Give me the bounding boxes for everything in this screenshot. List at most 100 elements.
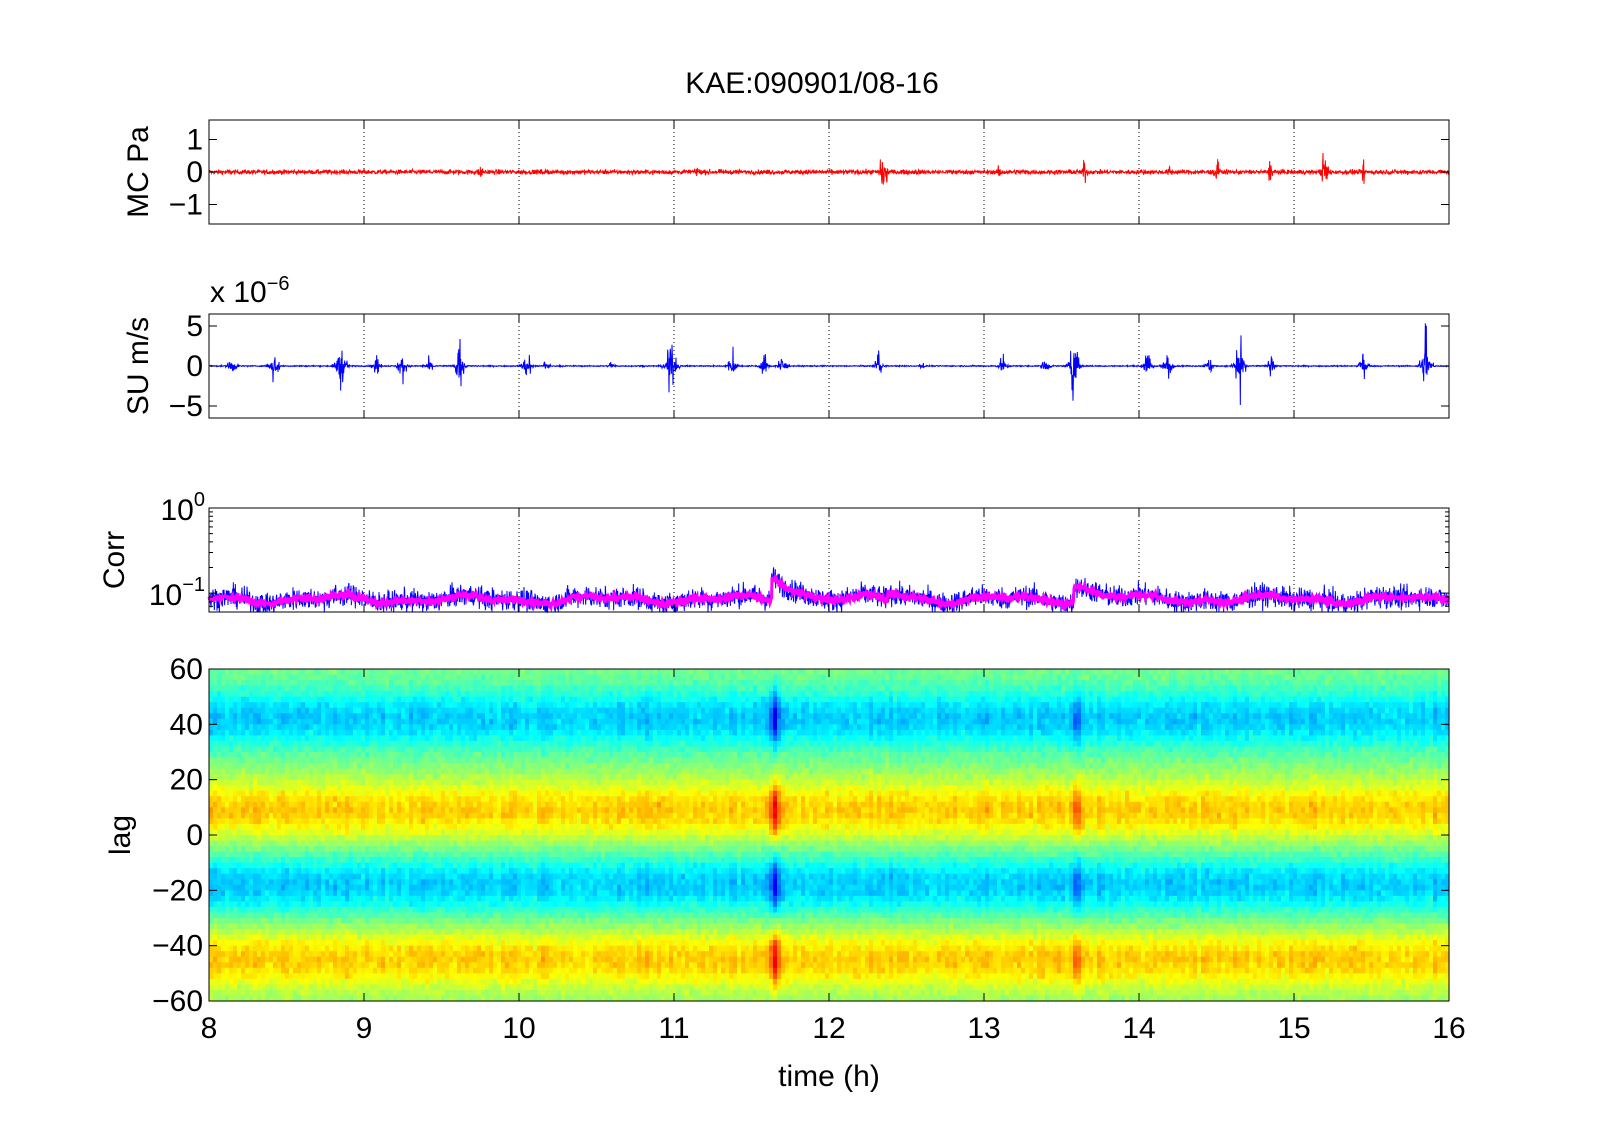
heatmap-cell (465, 724, 470, 731)
heatmap-cell (321, 906, 326, 914)
heatmap-cell (341, 735, 346, 742)
heatmap-cell (321, 746, 326, 753)
heatmap-cell (529, 918, 534, 925)
heatmap-cell (269, 763, 274, 770)
heatmap-cell (393, 763, 398, 770)
heatmap-cell (229, 823, 234, 831)
heatmap-cell (461, 967, 466, 974)
heatmap-cell (433, 718, 438, 725)
heatmap-cell (341, 857, 346, 864)
heatmap-cell (473, 746, 478, 753)
heatmap-cell (249, 724, 254, 731)
heatmap-cell (421, 696, 426, 703)
heatmap-cell (409, 995, 414, 1002)
heatmap-cell (413, 895, 418, 902)
heatmap-cell (441, 934, 446, 941)
heatmap-cell (377, 934, 382, 941)
heatmap-cell (221, 934, 226, 941)
heatmap-cell (221, 685, 226, 692)
heatmap-cell (321, 923, 326, 930)
heatmap-cell (333, 956, 338, 963)
heatmap-cell (377, 951, 382, 958)
heatmap-cell (329, 835, 334, 842)
heatmap-cell (257, 973, 262, 980)
heatmap-cell (309, 895, 314, 902)
heatmap-cell (525, 967, 530, 974)
heatmap-cell (517, 945, 522, 952)
heatmap-cell (509, 752, 514, 759)
heatmap-cell (437, 918, 442, 925)
heatmap-cell (457, 978, 462, 985)
heatmap-cell (469, 740, 474, 748)
heatmap-cell (221, 774, 226, 781)
heatmap-cell (393, 901, 398, 908)
heatmap-cell (265, 868, 270, 875)
heatmap-cell (297, 901, 302, 908)
heatmap-cell (505, 840, 510, 847)
heatmap-cell (465, 746, 470, 753)
heatmap-cell (469, 912, 474, 919)
heatmap-cell (369, 735, 374, 742)
heatmap-cell (249, 945, 254, 952)
heatmap-cell (521, 818, 526, 825)
heatmap-cell (289, 940, 294, 947)
heatmap-cell (297, 962, 302, 969)
heatmap-cell (497, 829, 502, 836)
heatmap-cell (213, 929, 218, 936)
heatmap-cell (209, 691, 214, 698)
heatmap-cell (209, 718, 214, 725)
heatmap-cell (213, 829, 218, 836)
heatmap-cell (237, 857, 242, 864)
heatmap-cell (277, 807, 282, 814)
heatmap-cell (345, 779, 350, 786)
heatmap-cell (521, 967, 526, 974)
heatmap-cell (229, 801, 234, 808)
heatmap-cell (409, 774, 414, 781)
heatmap-cell (433, 934, 438, 941)
heatmap-cell (469, 901, 474, 908)
heatmap-cell (265, 757, 270, 764)
heatmap-cell (269, 707, 274, 714)
heatmap-cell (385, 978, 390, 985)
heatmap-cell (337, 829, 342, 836)
heatmap-cell (229, 906, 234, 914)
heatmap-cell (489, 873, 494, 880)
heatmap-cell (309, 691, 314, 698)
heatmap-cell (525, 984, 530, 991)
heatmap-cell (277, 912, 282, 919)
heatmap-cell (305, 890, 310, 897)
heatmap-cell (493, 702, 498, 709)
heatmap-cell (505, 735, 510, 742)
heatmap-cell (289, 956, 294, 963)
heatmap-cell (309, 956, 314, 963)
heatmap-cell (377, 763, 382, 770)
heatmap-cell (277, 669, 282, 676)
heatmap-cell (245, 812, 250, 819)
heatmap-cell (493, 763, 498, 770)
heatmap-cell (257, 785, 262, 792)
heatmap-cell (289, 812, 294, 819)
heatmap-cell (353, 973, 358, 980)
heatmap-cell (449, 918, 454, 925)
heatmap-cell (209, 989, 214, 997)
heatmap-cell (437, 685, 442, 692)
heatmap-cell (393, 973, 398, 980)
heatmap-cell (461, 923, 466, 930)
heatmap-cell (301, 680, 306, 687)
heatmap-cell (301, 718, 306, 725)
heatmap-cell (333, 713, 338, 720)
heatmap-cell (449, 685, 454, 692)
heatmap-cell (333, 735, 338, 742)
heatmap-cell (421, 729, 426, 736)
heatmap-cell (249, 674, 254, 681)
heatmap-cell (429, 691, 434, 698)
heatmap-cell (417, 962, 422, 969)
heatmap-cell (357, 962, 362, 969)
heatmap-cell (293, 669, 298, 676)
heatmap-cell (449, 779, 454, 786)
heatmap-cell (505, 995, 510, 1002)
heatmap-cell (285, 763, 290, 770)
heatmap-cell (309, 862, 314, 869)
heatmap-cell (485, 951, 490, 958)
heatmap-cell (397, 884, 402, 891)
